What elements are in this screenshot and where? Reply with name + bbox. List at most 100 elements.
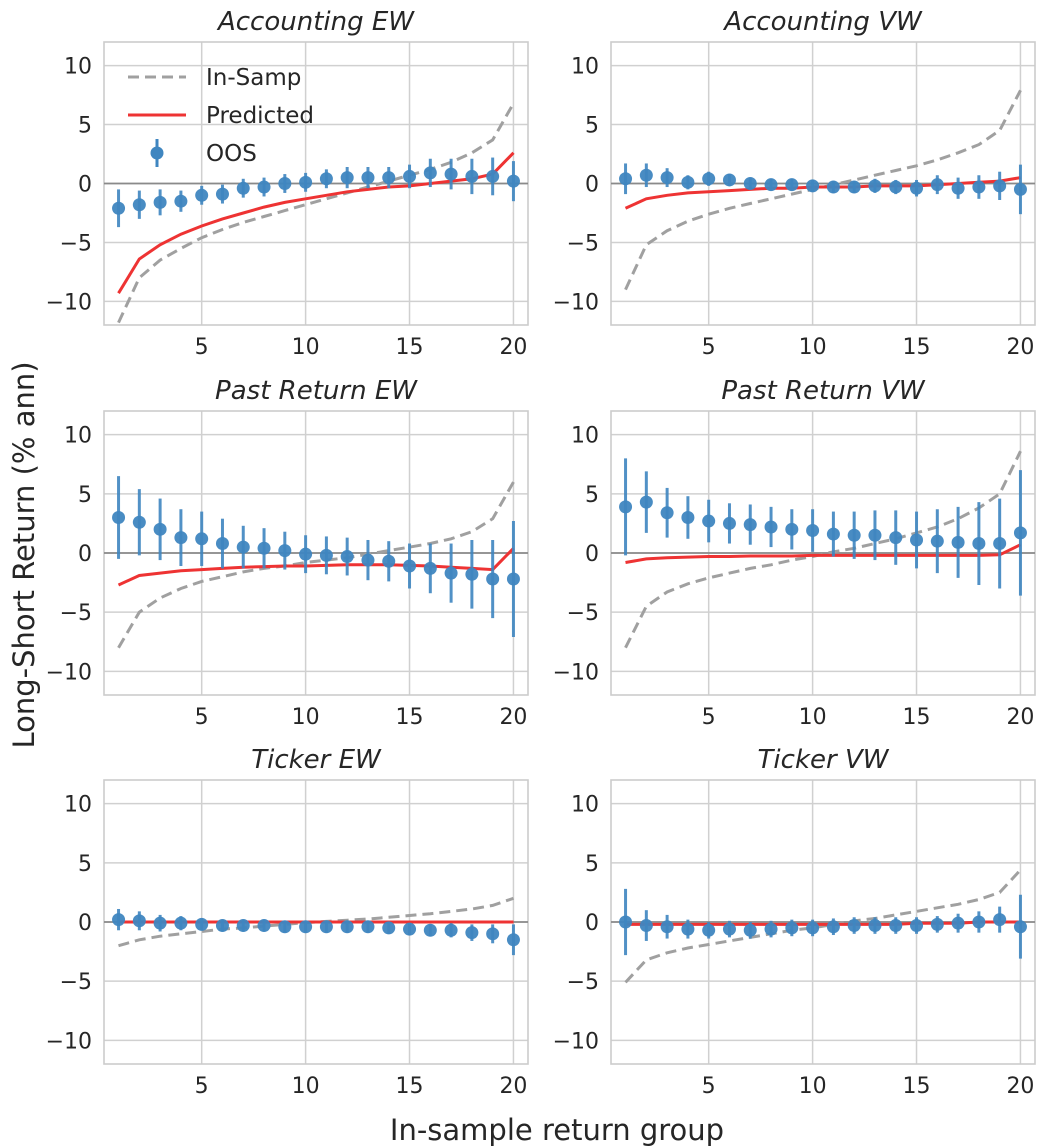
oos-point	[826, 920, 840, 934]
x-tick-label: 10	[799, 705, 827, 730]
oos-point	[1013, 182, 1027, 196]
oos-point	[868, 919, 882, 933]
oos-point	[743, 518, 757, 532]
oos-point	[910, 919, 924, 933]
oos-point	[785, 522, 799, 536]
y-tick-label: −5	[60, 601, 92, 626]
oos-point	[361, 553, 375, 567]
oos-point	[112, 913, 126, 927]
oos-point	[681, 511, 695, 524]
oos-point	[382, 921, 396, 935]
oos-point	[153, 522, 167, 536]
y-tick-label: 10	[64, 55, 92, 80]
oos-point	[619, 172, 633, 186]
oos-point	[1013, 920, 1027, 934]
legend: In-Samp Predicted OOS	[128, 65, 314, 167]
oos-point	[132, 515, 146, 529]
y-tick-label: 0	[78, 911, 92, 936]
insamp-line	[118, 896, 514, 948]
panel-3: Past Return EW −10 −5 0 5 10 5 10 15 20	[46, 376, 529, 730]
oos-point	[785, 178, 799, 192]
x-tick-label: 20	[1006, 705, 1034, 730]
oos-point	[993, 179, 1007, 193]
oos-point	[826, 527, 840, 541]
oos-point	[930, 534, 944, 548]
oos-point	[423, 923, 437, 937]
oos-point	[174, 531, 188, 545]
oos-point	[423, 166, 437, 180]
oos-point	[132, 914, 146, 928]
y-tick-label: 5	[78, 852, 92, 877]
oos-point	[319, 920, 333, 934]
oos-point	[278, 177, 292, 190]
oos-point	[868, 179, 882, 193]
legend-item-insamp: In-Samp	[128, 65, 301, 91]
oos-point	[930, 917, 944, 931]
y-tick-label: 10	[571, 55, 599, 80]
oos-point	[257, 180, 271, 194]
x-tick-label: 20	[1006, 1074, 1034, 1099]
oos-point	[889, 919, 903, 933]
oos-point	[215, 187, 229, 201]
oos-point	[465, 926, 479, 940]
oos-point	[806, 524, 820, 538]
oos-point	[889, 180, 903, 194]
panel-2: Accounting VW −10 −5 0 5 10 5 10 15 20	[553, 7, 1036, 360]
oos-point	[930, 178, 944, 192]
oos-point	[743, 923, 757, 937]
panel-title: Ticker EW	[251, 745, 382, 775]
y-tick-label: 5	[585, 114, 599, 139]
oos-point	[951, 181, 965, 195]
oos-point	[257, 919, 271, 933]
x-tick-label: 20	[1006, 335, 1034, 360]
oos-point	[465, 169, 479, 183]
y-tick-label: −10	[46, 1029, 92, 1054]
x-tick-label: 5	[195, 1074, 209, 1099]
panel-title: Ticker VW	[758, 745, 890, 775]
oos-point	[340, 920, 354, 934]
oos-point	[195, 532, 209, 546]
oos-point	[382, 554, 396, 568]
oos-point	[847, 528, 861, 542]
oos-point	[236, 540, 250, 554]
oos-point	[444, 167, 458, 181]
oos-point	[1013, 526, 1027, 540]
y-tick-label: 10	[64, 424, 92, 449]
oos-point	[619, 500, 633, 514]
oos-point	[847, 180, 861, 194]
oos-point	[660, 506, 674, 520]
y-tick-label: −10	[46, 660, 92, 685]
oos-point	[743, 177, 757, 190]
oos-point	[403, 922, 417, 936]
oos-point	[722, 173, 736, 187]
oos-point	[299, 175, 313, 189]
y-tick-label: 0	[78, 173, 92, 198]
oos-point	[681, 922, 695, 936]
legend-item-oos: OOS	[150, 139, 257, 167]
x-tick-label: 10	[799, 335, 827, 360]
x-tick-label: 15	[903, 335, 931, 360]
oos-point	[972, 915, 986, 929]
oos-point	[889, 531, 903, 545]
oos-point	[423, 561, 437, 575]
oos-point	[361, 920, 375, 934]
oos-point	[340, 171, 354, 185]
oos-point	[382, 171, 396, 185]
x-axis-label: In-sample return group	[390, 1113, 724, 1147]
oos-point	[702, 923, 716, 937]
y-tick-label: −10	[553, 290, 599, 315]
oos-point	[806, 179, 820, 193]
oos-point	[319, 172, 333, 186]
oos-point	[847, 919, 861, 933]
y-tick-label: −5	[60, 970, 92, 995]
oos-point	[639, 168, 653, 182]
y-tick-label: −10	[553, 660, 599, 685]
oos-point	[972, 180, 986, 194]
y-tick-label: 10	[571, 793, 599, 818]
y-tick-label: 0	[585, 173, 599, 198]
panel-6: Ticker VW −10 −5 0 5 10 5 10 15 20	[553, 745, 1036, 1099]
panel-title: Past Return EW	[215, 376, 418, 406]
predicted-line	[117, 151, 515, 294]
oos-point	[195, 188, 209, 202]
oos-point	[722, 516, 736, 530]
